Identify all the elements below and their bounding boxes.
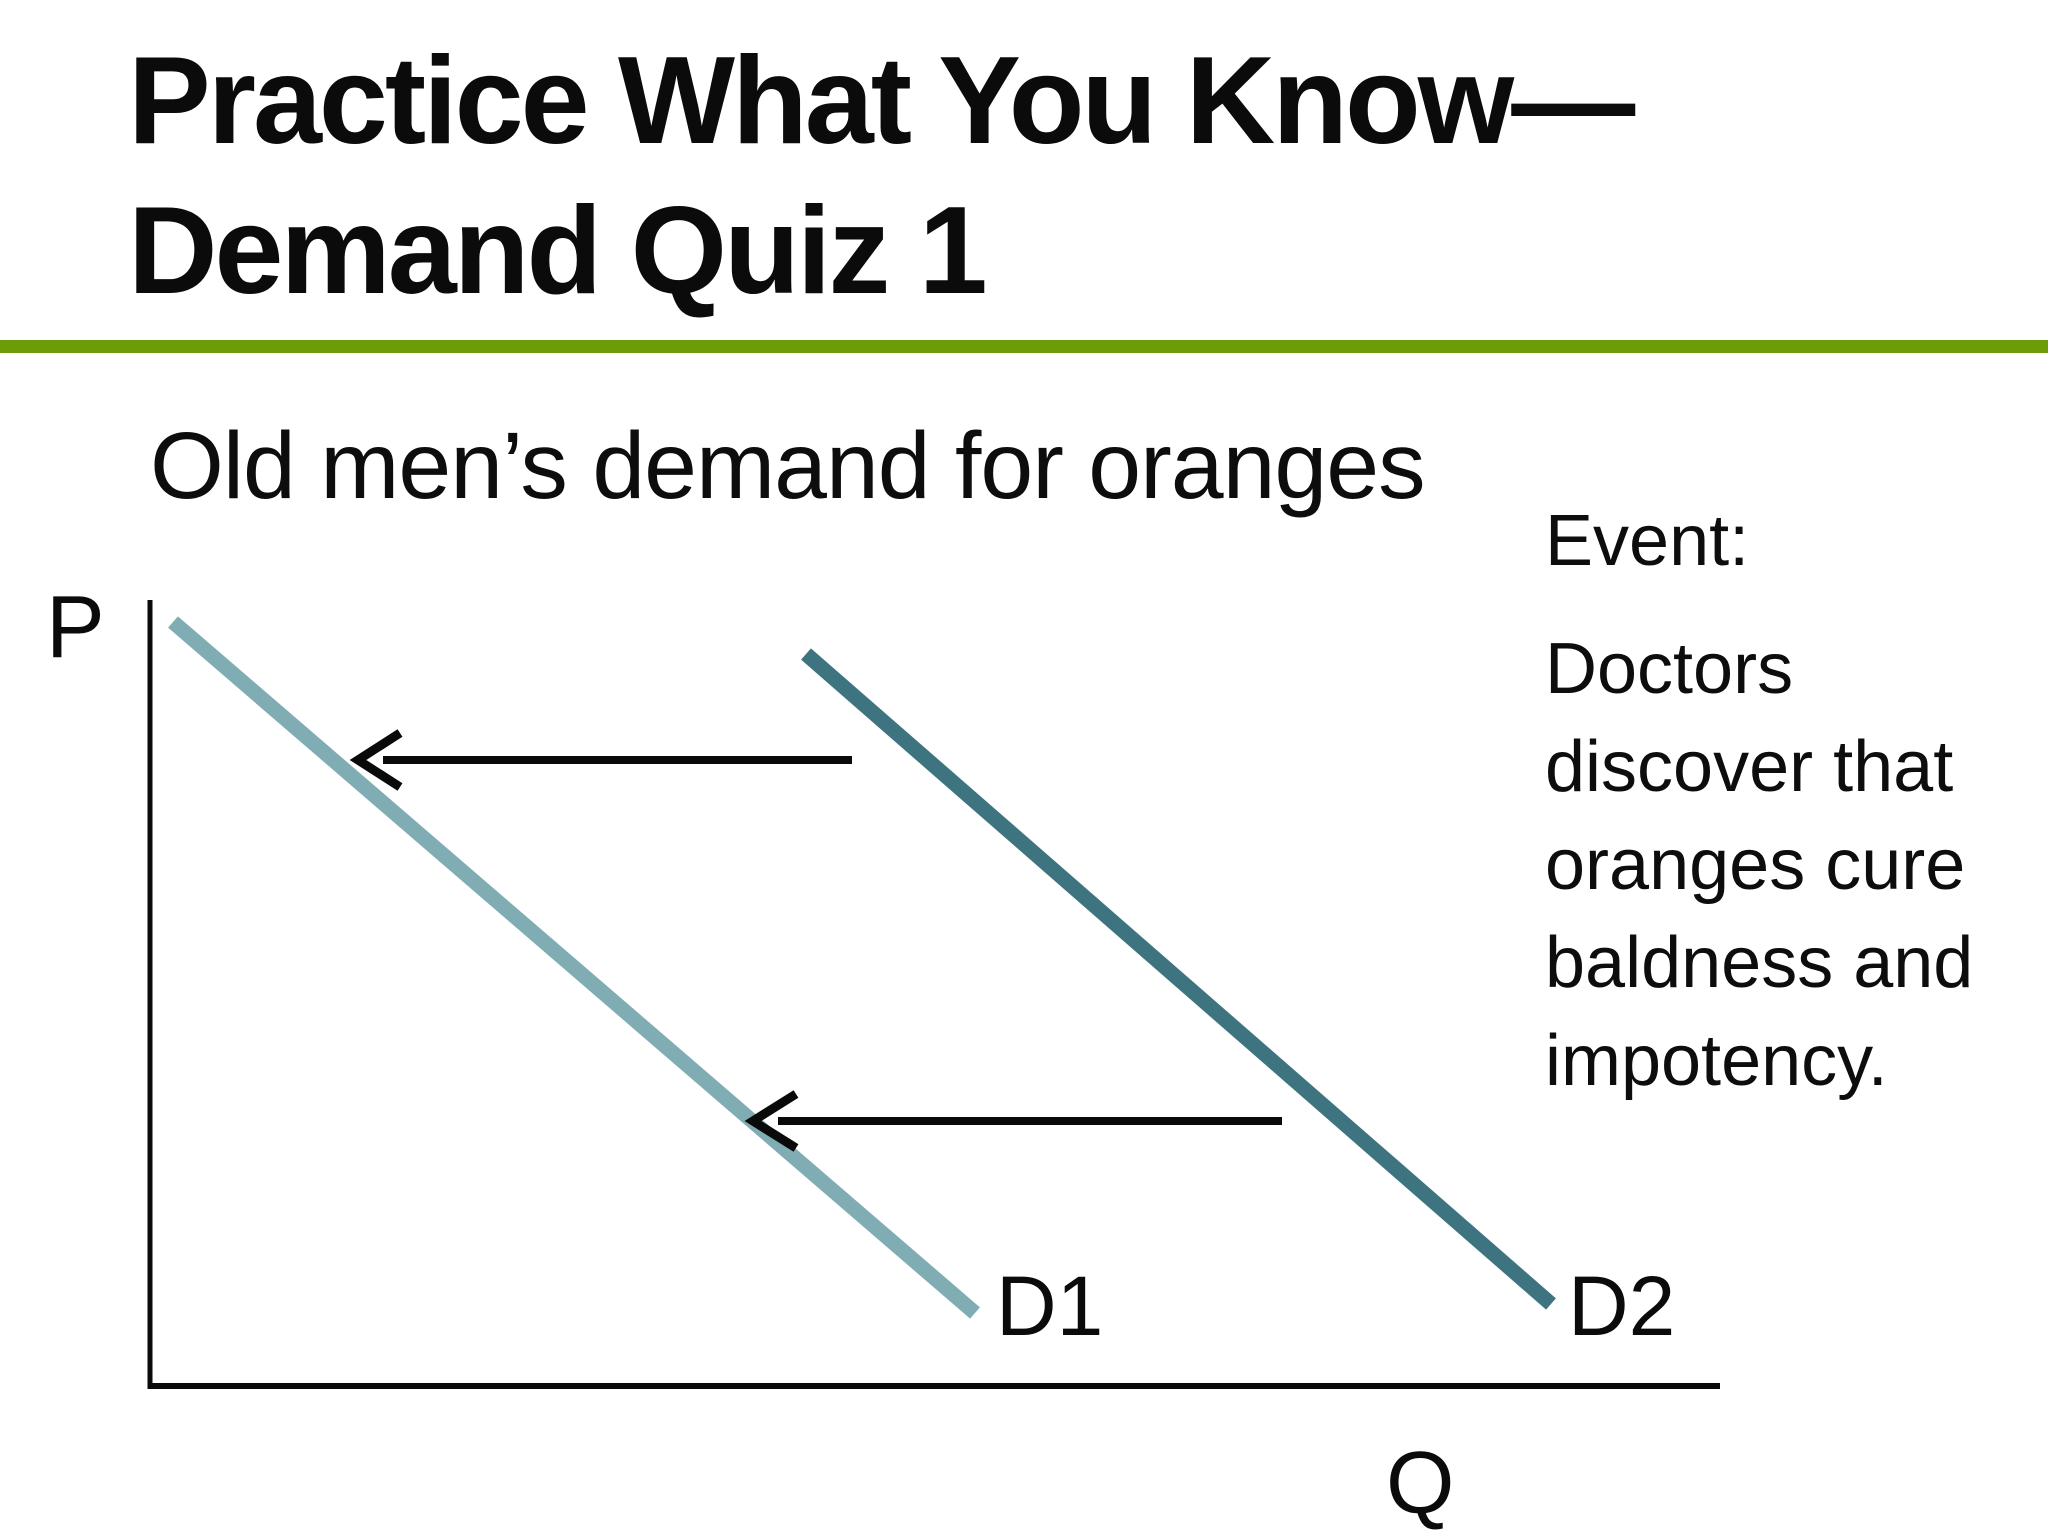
x-axis-label: Q — [1386, 1433, 1455, 1532]
event-line: discover that — [1545, 727, 1954, 807]
event-line: oranges cure — [1545, 825, 1966, 905]
chart-title: Old men’s demand for oranges — [150, 413, 1426, 519]
event-line: impotency. — [1545, 1021, 1888, 1101]
event-line: Doctors — [1545, 629, 1794, 709]
event-block: Event: Doctors discover that oranges cur… — [1545, 492, 2025, 1110]
shift-arrow-upper — [349, 729, 852, 791]
d2-curve-label: D2 — [1568, 1259, 1676, 1353]
slide-title-line-1: Practice What You Know— — [128, 32, 1635, 170]
d1-curve-label: D1 — [996, 1259, 1104, 1353]
slide-title: Practice What You Know— Demand Quiz 1 — [128, 26, 1635, 326]
left-arrowhead-icon — [349, 729, 403, 791]
shift-arrow-lower — [744, 1090, 1282, 1152]
d1-demand-curve — [168, 616, 980, 1319]
event-heading: Event: — [1545, 501, 1750, 581]
y-axis-label: P — [46, 577, 105, 676]
left-arrowhead-icon — [744, 1090, 799, 1152]
slide-title-line-2: Demand Quiz 1 — [128, 182, 988, 320]
event-line: baldness and — [1545, 923, 1974, 1003]
divider-bar — [0, 340, 2048, 353]
d2-demand-curve — [801, 648, 1556, 1310]
